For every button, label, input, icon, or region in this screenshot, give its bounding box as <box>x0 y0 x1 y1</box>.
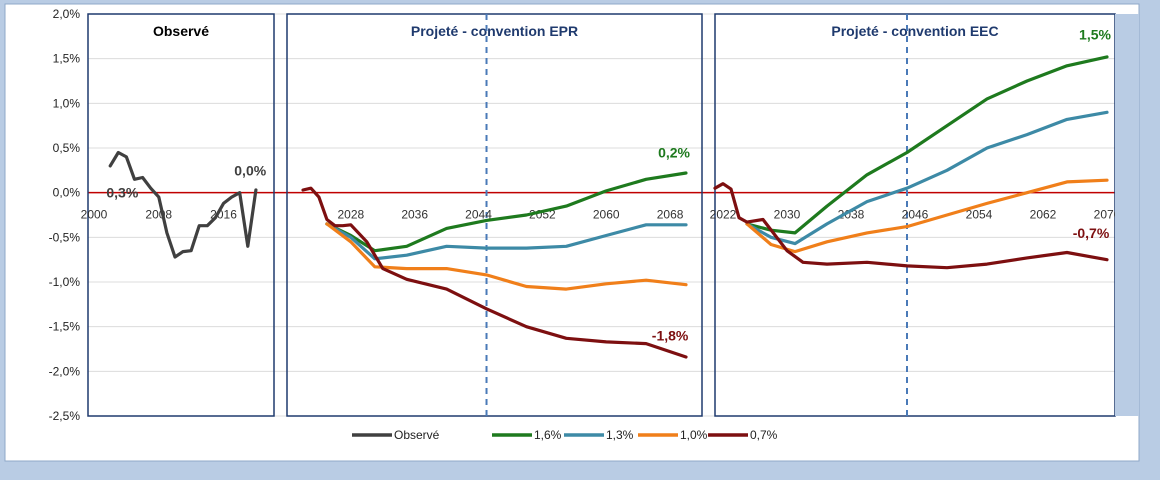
y-tick-label: 1,5% <box>53 52 81 66</box>
y-tick-label: 0,0% <box>53 186 81 200</box>
y-tick-label: 2,0% <box>53 7 81 21</box>
series-line <box>301 186 688 359</box>
x-tick-label: 2044 <box>465 208 492 222</box>
legend-label: Observé <box>394 428 440 442</box>
x-tick-label: 2060 <box>593 208 620 222</box>
x-tick-label: 2070 <box>1094 208 1121 222</box>
series-line <box>325 222 688 261</box>
panel-title: Observé <box>153 23 209 39</box>
panel-frame <box>87 13 275 417</box>
x-tick-label: 2000 <box>81 208 108 222</box>
x-tick-label: 2068 <box>657 208 684 222</box>
x-tick-label: 2062 <box>1030 208 1057 222</box>
legend-label: 1,0% <box>680 428 708 442</box>
x-tick-label: 2046 <box>902 208 929 222</box>
legend-label: 1,3% <box>606 428 634 442</box>
chart-area <box>4 3 1140 462</box>
data-label: -0,7% <box>1073 225 1110 241</box>
y-tick-label: 1,0% <box>53 96 81 110</box>
y-tick-label: -2,0% <box>49 364 81 378</box>
series-line <box>745 110 1109 246</box>
x-tick-label: 2038 <box>838 208 865 222</box>
x-tick-label: 2008 <box>145 208 172 222</box>
panel-title: Projeté - convention EEC <box>831 23 998 39</box>
y-tick-label: -1,5% <box>49 320 81 334</box>
x-tick-label: 2022 <box>710 208 737 222</box>
series-line <box>713 182 1109 270</box>
right-band <box>1115 14 1139 416</box>
x-tick-label: 2030 <box>774 208 801 222</box>
y-tick-label: -0,5% <box>49 230 81 244</box>
y-tick-label: -2,5% <box>49 409 81 423</box>
data-label: -1,8% <box>652 328 689 344</box>
x-tick-label: 2054 <box>966 208 993 222</box>
data-label: 0,2% <box>658 144 690 160</box>
x-tick-label: 2036 <box>401 208 428 222</box>
x-tick-label: 2028 <box>337 208 364 222</box>
y-tick-label: -1,0% <box>49 275 81 289</box>
legend-label: 0,7% <box>750 428 778 442</box>
data-label: 0,3% <box>106 185 138 201</box>
panel-frame <box>286 13 703 417</box>
series-line <box>745 55 1109 235</box>
series-line <box>108 150 258 259</box>
y-tick-label: 0,5% <box>53 141 81 155</box>
panel-title: Projeté - convention EPR <box>411 23 578 39</box>
data-label: 0,0% <box>234 162 266 178</box>
series-line <box>325 222 688 291</box>
data-label: 1,5% <box>1079 27 1111 43</box>
legend-label: 1,6% <box>534 428 562 442</box>
series-line <box>325 171 688 253</box>
